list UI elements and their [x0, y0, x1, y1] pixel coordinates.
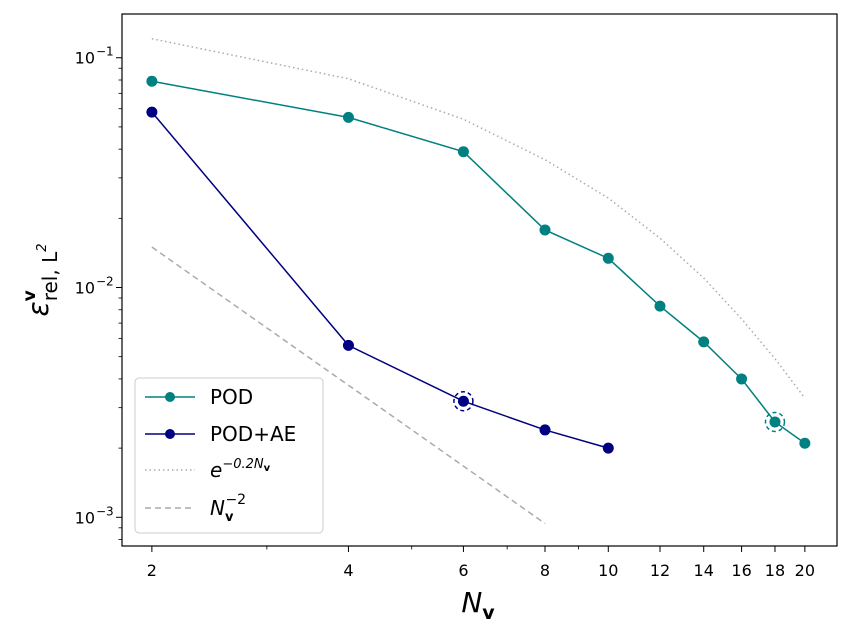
- x-tick-label: 4: [343, 561, 353, 580]
- data-point-pod: [602, 252, 614, 264]
- x-tick-label: 14: [694, 561, 714, 580]
- data-point-pod-ae: [342, 339, 354, 351]
- series-layer: [146, 37, 811, 525]
- x-tick-label: 12: [650, 561, 670, 580]
- series-pod: [146, 75, 811, 449]
- y-axis-ticks: 10−110−210−3: [75, 45, 122, 540]
- legend-item-power-law: Nv−2: [145, 492, 246, 525]
- data-point-pod: [736, 373, 748, 385]
- legend-item-pod-ae: POD+AE: [145, 422, 296, 446]
- data-point-pod: [539, 224, 551, 236]
- y-tick-exponent: −3: [96, 504, 114, 518]
- legend-item-exponential: e−0.2Nv: [145, 457, 271, 482]
- series-line-pod: [151, 80, 806, 444]
- data-point-pod-ae: [602, 442, 614, 454]
- y-tick-exponent: −1: [96, 45, 114, 59]
- x-tick-label: 6: [458, 561, 468, 580]
- series-pod-ae: [146, 106, 614, 454]
- y-tick-exponent: −2: [96, 275, 114, 289]
- x-axis-title: Nv: [461, 586, 495, 624]
- x-tick-label: 20: [795, 561, 815, 580]
- legend: POD POD+AE e−0.2Nv Nv−2: [134, 377, 324, 534]
- highlight-ring-pod-ae: [453, 390, 474, 412]
- data-point-pod-ae: [146, 106, 158, 118]
- y-axis-title: εvrel, L2: [20, 243, 62, 316]
- data-point-pod: [769, 416, 781, 428]
- x-tick-label: 10: [598, 561, 618, 580]
- data-point-pod: [698, 336, 710, 348]
- data-point-pod: [654, 300, 666, 312]
- legend-label-power-law: Nv−2: [210, 492, 246, 525]
- x-tick-label: 18: [765, 561, 785, 580]
- legend-label-pod-ae: POD+AE: [210, 422, 296, 446]
- x-tick-label: 16: [731, 561, 751, 580]
- legend-frame: [134, 377, 324, 534]
- data-point-pod: [799, 437, 811, 449]
- series-line-exponential-reference: [151, 37, 806, 399]
- legend-marker-pod-ae: [165, 429, 175, 439]
- legend-item-pod: POD: [145, 385, 253, 409]
- series-line-power-law-reference: [151, 246, 546, 525]
- data-point-pod: [342, 111, 354, 123]
- x-tick-label: 2: [147, 561, 157, 580]
- y-tick-label: 10: [75, 279, 95, 298]
- y-tick-label: 10: [75, 49, 95, 68]
- series-power-law-reference: [151, 246, 546, 525]
- data-point-pod: [457, 146, 469, 158]
- legend-label-pod: POD: [210, 385, 253, 409]
- series-exponential-reference: [151, 37, 806, 399]
- legend-marker-pod: [165, 392, 175, 402]
- x-tick-label: 8: [540, 561, 550, 580]
- data-point-pod-ae: [539, 424, 551, 436]
- data-point-pod-ae: [457, 395, 469, 407]
- x-axis-ticks: 2 4 6 8 10 12 14 16 18 20: [147, 546, 815, 580]
- data-point-pod: [146, 75, 158, 87]
- y-tick-label: 10: [75, 508, 95, 527]
- highlight-ring-pod: [764, 411, 786, 433]
- legend-label-exponential: e−0.2Nv: [210, 457, 271, 482]
